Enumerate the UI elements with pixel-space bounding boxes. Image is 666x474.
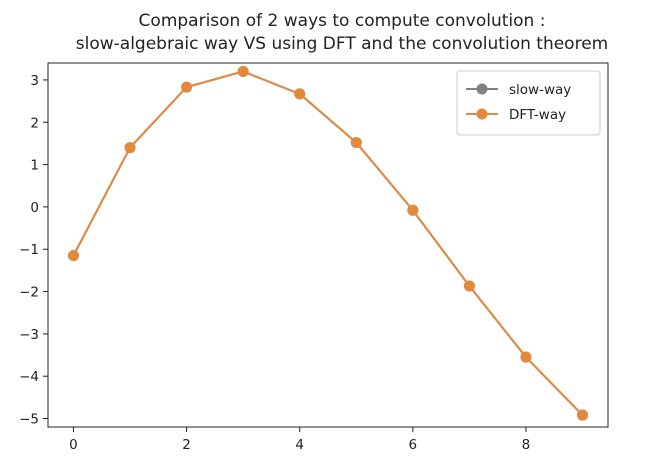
y-tick-label: −5 [19,412,39,428]
y-tick-label: −3 [19,327,39,343]
x-tick-label: 8 [522,437,531,453]
y-tick-label: 3 [30,73,39,89]
x-axis: 0 2 4 6 8 [69,427,530,453]
legend-label: DFT-way [509,107,566,123]
data-point-DFT-way [463,280,475,292]
chart-title: Comparison of 2 ways to compute convolut… [76,11,608,54]
series-line-DFT-way [72,70,584,416]
legend-box [456,70,601,136]
y-tick-label: 2 [30,115,39,131]
legend-label: slow-way [509,82,571,98]
data-point-DFT-way [577,409,589,421]
series-DFT-way [67,65,589,421]
data-point-DFT-way [124,142,136,154]
chart-title-line-2: slow-algebraic way VS using DFT and the … [76,34,608,54]
legend-item-DFT-way: DFT-way [466,107,566,123]
x-tick-label: 6 [409,437,418,453]
y-tick-label: −1 [19,242,39,258]
y-tick-label: 0 [30,200,39,216]
x-tick-label: 2 [182,437,191,453]
data-point-DFT-way [294,88,306,100]
data-point-DFT-way [350,137,362,149]
y-tick-label: −4 [19,369,39,385]
y-tick-label: −2 [19,285,39,301]
legend-item-slow-way: slow-way [466,82,571,98]
x-tick-label: 4 [295,437,304,453]
y-axis: −5 −4 −3 −2 −1 0 1 2 3 [19,73,48,428]
legend-marker [476,83,488,95]
y-tick-label: 1 [30,158,39,174]
x-tick-label: 0 [69,437,78,453]
legend-marker [476,108,488,120]
legend: slow-way DFT-way [456,70,601,136]
data-point-DFT-way [407,204,419,216]
data-point-DFT-way [181,81,193,93]
series-layer [67,65,589,421]
data-point-DFT-way [67,250,79,262]
data-point-DFT-way [520,351,532,363]
chart-title-line-1: Comparison of 2 ways to compute convolut… [139,11,546,31]
data-point-DFT-way [237,65,249,77]
